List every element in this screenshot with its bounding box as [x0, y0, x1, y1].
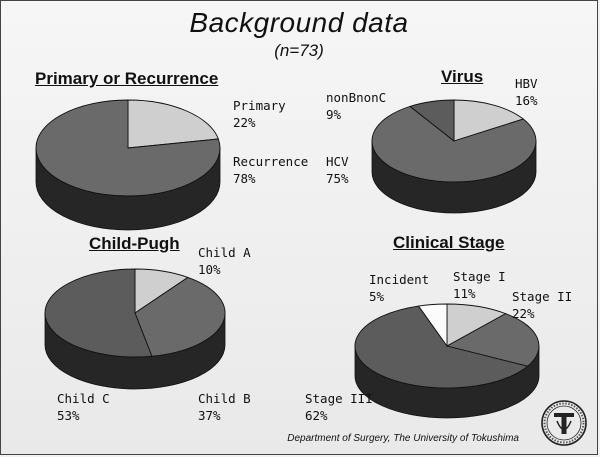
pie-chart-2 — [371, 99, 537, 214]
slice-label-child-b: Child B 37% — [198, 391, 251, 423]
slide-title: Background data — [189, 7, 409, 38]
slice-label-child-a: Child A 10% — [198, 245, 251, 277]
slice-label-stage-1: Stage I 11% — [453, 269, 506, 301]
pie-slice-hcv — [371, 105, 537, 183]
pie-chart-3 — [44, 268, 226, 390]
pie-slice-nonbnonc — [409, 99, 455, 142]
chart-title-clinical-stage: Clinical Stage — [393, 233, 505, 252]
slice-label-child-c: Child C 53% — [57, 391, 110, 423]
pie-chart-1 — [35, 99, 221, 231]
slice-label-hbv: HBV 16% — [515, 76, 538, 108]
slice-label-hcv: HCV 75% — [326, 154, 349, 186]
pie-slice-child-b — [134, 276, 226, 357]
pie-slice-recurrence — [35, 99, 221, 197]
chart-title-primary-recurrence: Primary or Recurrence — [35, 69, 219, 88]
slide-subtitle: (n=73) — [274, 41, 324, 60]
pie-slice-incident — [417, 303, 448, 348]
pie-slice-primary — [127, 99, 219, 149]
pie-slice-hbv — [453, 99, 525, 142]
pie-chart-4 — [354, 303, 540, 419]
chart-title-child-pugh: Child-Pugh — [89, 234, 180, 253]
slice-label-recurrence: Recurrence 78% — [233, 154, 309, 186]
slice-label-primary: Primary 22% — [233, 98, 286, 130]
slice-label-nonbnonc: nonBnonC 9% — [326, 90, 387, 122]
footer-credit: Department of Surgery, The University of… — [287, 433, 519, 444]
university-seal-icon — [541, 400, 587, 446]
pie-slice-child-c — [44, 268, 153, 358]
slice-label-stage-3: Stage III 62% — [305, 391, 373, 423]
slice-label-incident: Incident 5% — [369, 272, 430, 304]
chart-title-virus: Virus — [441, 67, 484, 86]
slice-label-stage-2: Stage II 22% — [512, 289, 573, 321]
pie-slice-stage-3 — [354, 305, 529, 389]
pie-slice-stage-2 — [445, 313, 540, 367]
